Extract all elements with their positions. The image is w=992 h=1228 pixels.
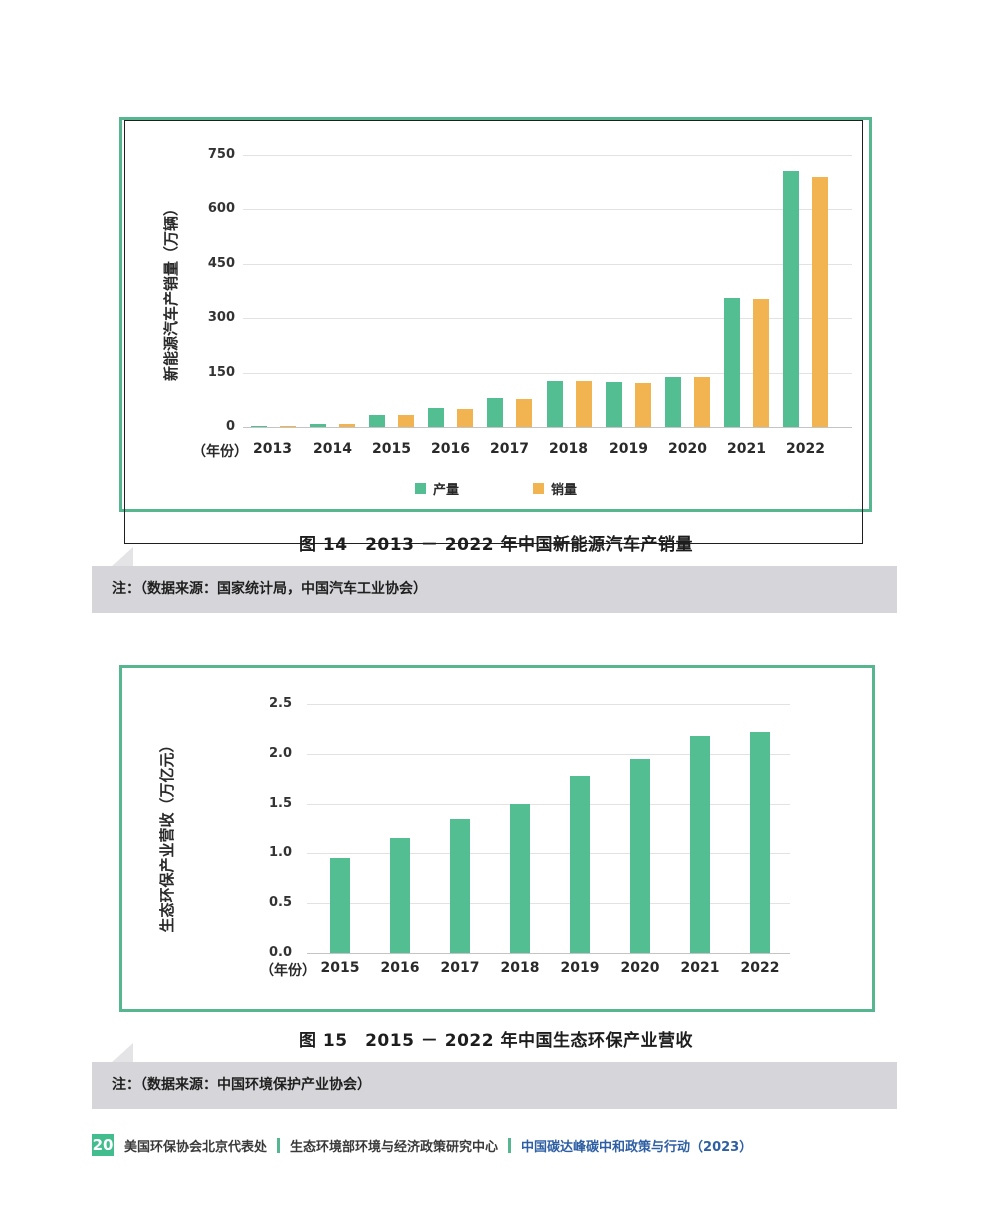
x-tick-label: 2018 (549, 441, 588, 457)
bar-2022-s0 (783, 171, 799, 427)
figure14-caption: 图 14 2013 － 2022 年中国新能源汽车产销量 (299, 535, 693, 555)
bar-2015-s0 (369, 415, 385, 427)
x-tick-label: 2013 (253, 441, 292, 457)
figure15-note-text: 注：（数据来源：中国环境保护产业协会） (112, 1077, 371, 1093)
x-tick-label: 2020 (620, 960, 660, 976)
bar-2013-s0 (251, 426, 267, 427)
bar-2015-s0 (330, 858, 350, 953)
bar-2018-s0 (510, 804, 530, 953)
bar-2020-s1 (694, 377, 710, 427)
bar-2013-s1 (280, 426, 296, 427)
x-axis-unit-label: （年份） (192, 444, 248, 460)
chart-legend: 产量 销量 (246, 479, 746, 498)
bar-2021-s0 (724, 298, 740, 427)
y-tick-label: 300 (207, 310, 235, 325)
figure14-note: 注：（数据来源：国家统计局，中国汽车工业协会） (92, 566, 897, 613)
y-tick-label: 450 (207, 256, 235, 271)
x-tick-label: 2014 (313, 441, 352, 457)
x-tick-label: 2015 (372, 441, 411, 457)
grid-line (307, 754, 790, 755)
page-footer: 20 美国环保协会北京代表处 生态环境部环境与经济政策研究中心 中国碳达峰碳中和… (92, 1134, 752, 1156)
bar-2019-s0 (570, 776, 590, 953)
legend-swatch-icon (414, 483, 426, 494)
y-tick-label: 600 (207, 201, 235, 216)
bar-2021-s1 (753, 299, 769, 427)
footer-separator-2 (508, 1137, 512, 1153)
grid-line (307, 903, 790, 904)
figure15-note: 注：（数据来源：中国环境保护产业协会） (92, 1062, 897, 1109)
bar-2017-s0 (450, 819, 470, 953)
figure14-frame-black (124, 120, 863, 544)
y-tick-label: 0 (225, 419, 235, 434)
x-tick-label: 2021 (680, 960, 720, 976)
grid-line (307, 704, 790, 705)
bar-2018-s1 (576, 381, 592, 427)
y-tick-label: 1.0 (268, 845, 292, 860)
x-tick-label: 2019 (609, 441, 648, 457)
bar-2016-s0 (390, 838, 410, 953)
y-tick-label: 750 (207, 147, 235, 162)
page-number-badge: 20 (92, 1134, 114, 1156)
x-tick-label: 2021 (727, 441, 766, 457)
y-axis-title: 生态环保产业营收（万亿元） (158, 737, 176, 933)
footer-org-2: 生态环境部环境与经济政策研究中心 (290, 1139, 499, 1155)
bar-2017-s0 (487, 398, 503, 427)
x-tick-label: 2022 (740, 960, 780, 976)
grid-line (243, 427, 852, 428)
footer-separator-1 (277, 1137, 281, 1153)
figure14-frame-green (119, 117, 872, 512)
bar-2020-s0 (630, 759, 650, 953)
grid-line (307, 804, 790, 805)
figure15-caption: 图 15 2015 － 2022 年中国生态环保产业营收 (299, 1031, 693, 1051)
x-tick-label: 2019 (560, 960, 600, 976)
x-tick-label: 2017 (490, 441, 529, 457)
bar-2019-s1 (635, 383, 651, 427)
bar-2014-s1 (339, 424, 355, 427)
footer-report-title: 中国碳达峰碳中和政策与行动（2023） (521, 1139, 753, 1155)
x-tick-label: 2020 (668, 441, 707, 457)
grid-line (243, 264, 852, 265)
bar-2022-s0 (750, 732, 770, 953)
grid-line (243, 373, 852, 374)
footer-org-1: 美国环保协会北京代表处 (124, 1139, 268, 1155)
grid-line (307, 953, 790, 954)
grid-line (243, 155, 852, 156)
bar-2019-s0 (606, 382, 622, 427)
x-tick-label: 2016 (431, 441, 470, 457)
bar-2021-s0 (690, 736, 710, 953)
grid-line (307, 853, 790, 854)
grid-line (243, 318, 852, 319)
bar-2018-s0 (547, 381, 563, 427)
bar-2016-s1 (457, 409, 473, 427)
figure15-frame-green (119, 665, 875, 1012)
x-tick-label: 2022 (786, 441, 825, 457)
bar-2022-s1 (812, 177, 828, 427)
y-tick-label: 0.5 (268, 895, 292, 910)
legend-item-s1: 销量 (533, 479, 577, 498)
x-tick-label: 2015 (320, 960, 360, 976)
x-axis-unit-label: （年份） (260, 963, 316, 979)
figure14-note-text: 注：（数据来源：国家统计局，中国汽车工业协会） (112, 581, 427, 597)
y-tick-label: 2.0 (268, 746, 292, 761)
y-tick-label: 150 (207, 365, 235, 380)
y-tick-label: 1.5 (268, 796, 292, 811)
nev-production-sales-chart: 0 150 300 450 600 750 2013 2014 2015 2016 2017 2018… (0, 0, 992, 600)
bar-2014-s0 (310, 424, 326, 427)
y-tick-label: 0.0 (268, 945, 292, 960)
bar-2016-s0 (428, 408, 444, 427)
bar-2017-s1 (516, 399, 532, 427)
x-tick-label: 2017 (440, 960, 480, 976)
legend-label: 销量 (551, 483, 578, 498)
bar-2015-s1 (398, 415, 414, 427)
x-tick-label: 2016 (380, 960, 420, 976)
grid-line (243, 209, 852, 210)
x-tick-label: 2018 (500, 960, 540, 976)
y-tick-label: 2.5 (268, 696, 292, 711)
legend-label: 产量 (432, 483, 459, 498)
legend-item-s0: 产量 (414, 479, 459, 498)
bar-2020-s0 (665, 377, 681, 427)
legend-swatch-icon (533, 483, 544, 494)
